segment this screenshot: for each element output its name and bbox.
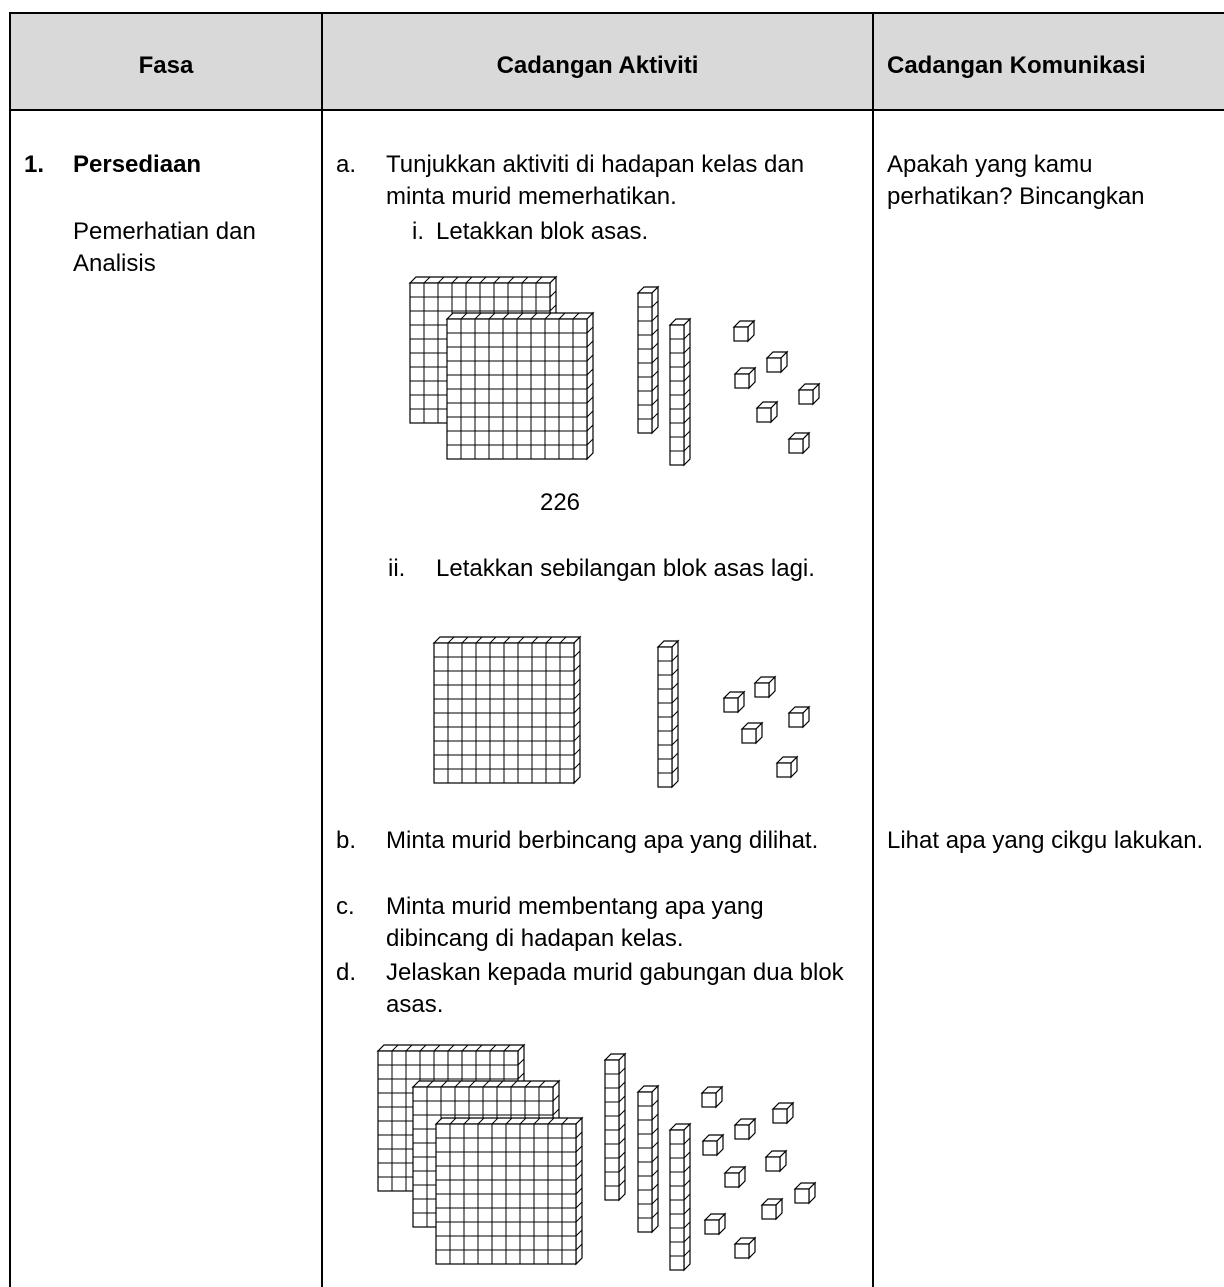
block-grid: [638, 300, 659, 420]
phase-subtitle: Pemerhatian dan Analisis: [73, 218, 256, 277]
ten-rod: [668, 317, 692, 467]
block-face: [741, 728, 757, 744]
unit-cube: [733, 1117, 757, 1141]
block-face: [754, 682, 770, 698]
block-grid: [434, 636, 581, 783]
activity-text: Minta murid membentang apa yang dibincan…: [386, 893, 764, 952]
block-grid: [447, 312, 594, 459]
block-grid: [436, 1117, 583, 1264]
block-face: [723, 697, 739, 713]
border: [321, 12, 323, 1287]
block-face: [788, 438, 804, 454]
block-grid: [670, 332, 691, 452]
block-face: [704, 1219, 720, 1235]
hundred-flat: [434, 1116, 584, 1266]
unit-cube: [732, 319, 756, 343]
header-cell: Fasa: [138, 52, 194, 79]
unit-cube: [700, 1085, 724, 1109]
unit-cube: [771, 1101, 795, 1125]
border: [9, 12, 11, 1287]
unit-cube: [764, 1149, 788, 1173]
block-grid: [605, 1067, 626, 1187]
unit-cube: [797, 382, 821, 406]
block-face: [733, 326, 749, 342]
unit-cube: [753, 675, 777, 699]
header-cell: Cadangan Aktiviti: [496, 52, 699, 79]
border: [9, 109, 1224, 111]
block-face: [734, 1124, 750, 1140]
step-text: Letakkan sebilangan blok asas lagi.: [436, 555, 815, 582]
unit-cube: [703, 1212, 727, 1236]
unit-cube: [787, 705, 811, 729]
phase-title: Persediaan: [73, 151, 202, 178]
list-marker: d.: [336, 959, 357, 986]
unit-cube: [701, 1133, 725, 1157]
list-marker: a.: [336, 151, 357, 178]
block-face: [766, 357, 782, 373]
activity-text: Tunjukkan aktiviti di hadapan kelas dan …: [386, 151, 805, 210]
block-grid: [670, 1137, 691, 1257]
block-face: [794, 1188, 810, 1204]
unit-cube: [765, 350, 789, 374]
block-face: [765, 1156, 781, 1172]
ten-rod: [636, 285, 660, 435]
block-face: [701, 1092, 717, 1108]
activity-text: Minta murid berbincang apa yang dilihat.: [386, 827, 819, 854]
block-face: [772, 1108, 788, 1124]
border: [9, 12, 1224, 14]
unit-cube: [723, 1165, 747, 1189]
unit-cube: [733, 1236, 757, 1260]
list-marker: ii.: [388, 555, 406, 582]
unit-cube: [760, 1197, 784, 1221]
step-text: Letakkan blok asas.: [436, 218, 649, 245]
block-grid: [658, 654, 679, 774]
ten-rod: [656, 639, 680, 789]
block-face: [788, 712, 804, 728]
communication-text: Lihat apa yang cikgu lakukan.: [887, 827, 1204, 854]
block-face: [798, 389, 814, 405]
figure-label: 226: [539, 489, 581, 516]
list-marker: i.: [412, 218, 424, 245]
unit-cube: [722, 690, 746, 714]
hundred-flat: [445, 311, 595, 461]
ten-rod: [668, 1122, 692, 1272]
block-grid: [638, 1099, 659, 1219]
activity-text: Jelaskan kepada murid gabungan dua blok …: [386, 959, 844, 1018]
block-face: [761, 1204, 777, 1220]
block-face: [724, 1172, 740, 1188]
header-background: [9, 12, 1224, 110]
ten-rod: [636, 1084, 660, 1234]
block-face: [702, 1140, 718, 1156]
list-marker: c.: [336, 893, 355, 920]
communication-text: Apakah yang kamu perhatikan? Bincangkan: [887, 151, 1145, 210]
unit-cube: [733, 366, 757, 390]
header-cell: Cadangan Komunikasi: [887, 52, 1146, 79]
list-marker: b.: [336, 827, 357, 854]
ten-rod: [603, 1052, 627, 1202]
unit-cube: [740, 721, 764, 745]
unit-cube: [775, 755, 799, 779]
unit-cube: [793, 1181, 817, 1205]
unit-cube: [787, 431, 811, 455]
block-face: [734, 1243, 750, 1259]
block-face: [776, 762, 792, 778]
hundred-flat: [432, 635, 582, 785]
block-face: [756, 407, 772, 423]
border: [872, 12, 874, 1287]
unit-cube: [755, 400, 779, 424]
block-face: [734, 373, 750, 389]
phase-number: 1.: [24, 151, 45, 178]
